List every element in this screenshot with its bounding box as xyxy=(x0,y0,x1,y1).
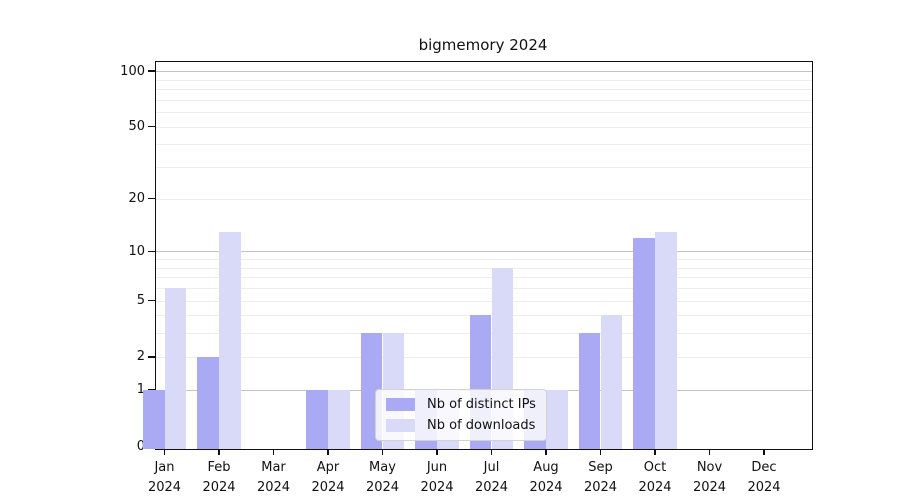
x-axis-month-label: Nov 2024 xyxy=(675,458,745,497)
legend-item: Nb of downloads xyxy=(386,418,536,433)
month-year: 2024 xyxy=(365,479,400,495)
month-name: Jul xyxy=(483,460,500,475)
month-name: May xyxy=(369,460,396,475)
y-axis-tick-label: 0 xyxy=(136,438,145,454)
month-name: Feb xyxy=(207,460,231,475)
legend-color-swatch xyxy=(386,398,415,411)
x-axis-month-label: Mar 2024 xyxy=(239,458,309,497)
month-year: 2024 xyxy=(474,479,509,495)
legend-item-label: Nb of downloads xyxy=(427,418,536,433)
minor-gridline xyxy=(156,112,812,114)
month-name: Dec xyxy=(751,460,777,475)
x-axis-month-label: May 2024 xyxy=(348,458,418,497)
month-name: Nov xyxy=(696,460,723,475)
x-axis-tick xyxy=(708,449,711,455)
bar-distinct-ips xyxy=(633,237,655,449)
x-axis-month-label: Aug 2024 xyxy=(511,458,581,497)
legend-item-label: Nb of distinct IPs xyxy=(427,397,536,412)
bar-downloads xyxy=(164,288,187,449)
legend-color-swatch xyxy=(386,419,415,432)
month-name: Sep xyxy=(588,460,613,475)
x-axis-month-label: Jun 2024 xyxy=(402,458,472,497)
bar-downloads xyxy=(600,315,623,449)
x-axis-tick xyxy=(654,449,656,455)
bar-distinct-ips xyxy=(142,389,165,449)
x-axis-tick xyxy=(163,449,166,455)
x-axis-tick xyxy=(218,449,220,455)
legend-item: Nb of distinct IPs xyxy=(386,397,536,412)
minor-gridline xyxy=(156,126,812,128)
month-name: Apr xyxy=(316,460,340,475)
x-axis-month-label: Jul 2024 xyxy=(457,458,527,497)
major-gridline xyxy=(156,251,812,253)
x-axis-month-label: Dec 2024 xyxy=(729,458,799,497)
month-year: 2024 xyxy=(638,479,672,495)
month-year: 2024 xyxy=(692,479,727,495)
minor-gridline xyxy=(156,300,812,302)
x-axis-month-label: Sep 2024 xyxy=(566,458,636,497)
minor-gridline xyxy=(156,277,812,279)
minor-gridline xyxy=(156,198,812,200)
x-axis-tick xyxy=(545,449,547,455)
month-year: 2024 xyxy=(256,479,291,495)
y-axis-tick-label: 50 xyxy=(128,119,145,135)
y-axis-tick xyxy=(148,70,155,72)
minor-gridline xyxy=(156,267,812,269)
y-axis-tick-label: 100 xyxy=(120,63,145,79)
minor-gridline xyxy=(156,259,812,260)
major-gridline xyxy=(156,71,812,73)
x-axis-tick xyxy=(327,449,329,455)
minor-gridline xyxy=(156,167,812,169)
y-axis-tick-label: 2 xyxy=(136,349,145,365)
bar-downloads xyxy=(546,389,568,449)
minor-gridline xyxy=(156,79,812,81)
month-name: Jun xyxy=(426,460,448,475)
chart-title: bigmemory 2024 xyxy=(418,36,548,54)
bar-downloads xyxy=(655,231,677,449)
bar-downloads xyxy=(328,389,350,449)
y-axis-tick xyxy=(148,125,155,128)
x-axis-tick xyxy=(763,449,765,455)
month-year: 2024 xyxy=(529,479,563,495)
month-year: 2024 xyxy=(420,479,454,495)
minor-gridline xyxy=(156,144,812,146)
y-axis-tick xyxy=(148,250,155,253)
bar-distinct-ips xyxy=(197,356,219,449)
y-axis-tick xyxy=(148,388,155,391)
y-axis-tick xyxy=(148,356,155,358)
month-year: 2024 xyxy=(202,479,236,495)
x-axis-tick xyxy=(436,449,438,455)
bar-downloads xyxy=(219,231,241,449)
month-year: 2024 xyxy=(747,479,781,495)
legend: Nb of distinct IPs Nb of downloads xyxy=(375,389,547,441)
month-name: Jan xyxy=(154,460,175,475)
month-year: 2024 xyxy=(583,479,618,495)
y-axis-tick xyxy=(148,299,155,302)
x-axis-tick xyxy=(490,449,493,455)
x-axis-tick xyxy=(381,449,384,455)
month-year: 2024 xyxy=(147,479,182,495)
minor-gridline xyxy=(156,99,812,101)
y-axis-tick-label: 20 xyxy=(128,191,145,207)
y-axis-tick-label: 5 xyxy=(136,293,145,308)
x-axis-tick xyxy=(272,449,275,455)
bar-distinct-ips xyxy=(306,389,328,449)
y-axis-tick xyxy=(148,197,155,200)
month-year: 2024 xyxy=(311,479,345,495)
x-axis-month-label: Oct 2024 xyxy=(620,458,690,497)
bar-distinct-ips xyxy=(578,333,601,449)
plot-area: Nb of distinct IPs Nb of downloads 0 1 2 5 10… xyxy=(120,61,813,495)
x-axis-month-label: Apr 2024 xyxy=(293,458,363,497)
y-axis-tick-label: 1 xyxy=(136,382,145,398)
minor-gridline xyxy=(156,288,812,289)
month-name: Mar xyxy=(261,460,286,475)
month-name: Aug xyxy=(533,460,559,475)
x-axis-month-label: Jan 2024 xyxy=(130,458,200,497)
x-axis-month-label: Feb 2024 xyxy=(184,458,254,497)
y-axis-tick-label: 10 xyxy=(128,243,145,259)
minor-gridline xyxy=(156,89,812,91)
month-name: Oct xyxy=(643,460,667,475)
x-axis-tick xyxy=(599,449,602,455)
